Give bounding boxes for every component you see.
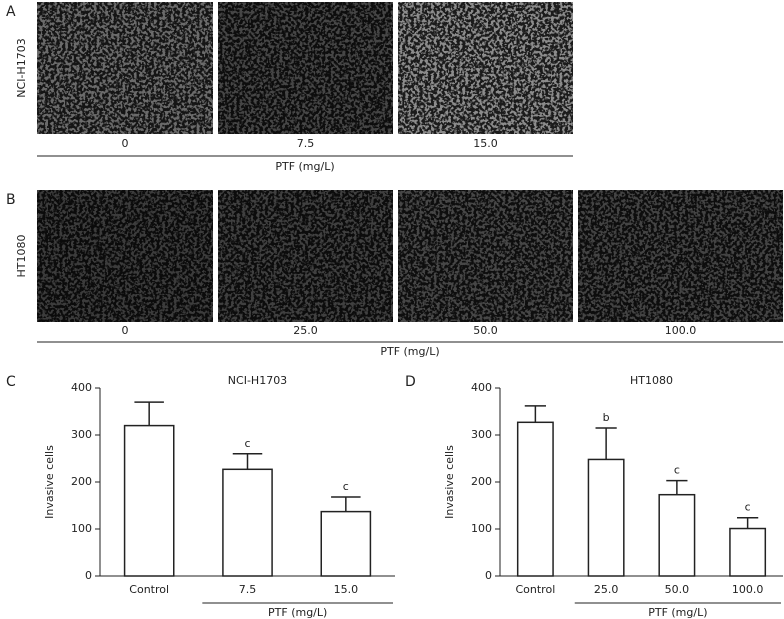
chart-title: HT1080: [630, 374, 673, 387]
bar: [320, 510, 372, 577]
bar: [516, 421, 554, 577]
panel-letter: C: [6, 374, 16, 390]
y-tick-label: 200: [471, 475, 492, 488]
dose-label: 50.0: [473, 324, 498, 337]
micrograph-texture: [37, 190, 213, 322]
dose-label: 0: [122, 324, 129, 337]
y-tick-label: 300: [71, 428, 92, 441]
cell-line-label: HT1080: [15, 235, 28, 278]
x-axis-label: PTF (mg/L): [648, 606, 707, 619]
x-tick-label: 100.0: [732, 583, 764, 596]
dose-label: 25.0: [293, 324, 318, 337]
micrograph-texture: [578, 190, 783, 322]
x-tick-label: 50.0: [665, 583, 690, 596]
chart-title: NCI-H1703: [228, 374, 287, 387]
significance-label: c: [745, 501, 751, 514]
dose-label: 100.0: [665, 324, 697, 337]
cell-line-label: NCI-H1703: [15, 38, 28, 97]
x-axis-label: PTF (mg/L): [268, 606, 327, 619]
dose-label: 0: [122, 137, 129, 150]
y-tick-label: 300: [471, 428, 492, 441]
bar: [123, 424, 175, 577]
bar: [729, 527, 767, 577]
panel-letter: B: [6, 192, 16, 208]
y-axis-label: Invasive cells: [43, 445, 56, 519]
y-tick-label: 400: [71, 381, 92, 394]
dose-label: 7.5: [297, 137, 315, 150]
y-axis-label: Invasive cells: [443, 445, 456, 519]
micrograph-texture: [37, 2, 213, 134]
x-tick-label: 7.5: [239, 583, 257, 596]
micrograph-texture: [398, 2, 573, 134]
y-tick-label: 200: [71, 475, 92, 488]
micrograph-texture: [218, 190, 393, 322]
panel-letter: A: [6, 4, 16, 20]
x-tick-label: 25.0: [594, 583, 619, 596]
significance-label: b: [603, 411, 610, 424]
significance-label: c: [244, 437, 250, 450]
y-tick-label: 0: [485, 569, 492, 582]
y-tick-label: 0: [85, 569, 92, 582]
micrograph-texture: [218, 2, 393, 134]
significance-label: c: [674, 464, 680, 477]
bar: [658, 493, 696, 577]
dose-axis-label: PTF (mg/L): [380, 345, 439, 358]
micrograph-texture: [398, 190, 573, 322]
significance-label: c: [343, 480, 349, 493]
x-tick-label: Control: [129, 583, 169, 596]
dose-axis-label: PTF (mg/L): [275, 160, 334, 173]
panel-letter: D: [405, 374, 416, 390]
y-tick-label: 400: [471, 381, 492, 394]
x-tick-label: Control: [515, 583, 555, 596]
bar: [222, 468, 273, 577]
y-tick-label: 100: [71, 522, 92, 535]
dose-label: 15.0: [473, 137, 498, 150]
x-tick-label: 15.0: [334, 583, 359, 596]
y-tick-label: 100: [471, 522, 492, 535]
bar: [587, 458, 625, 577]
